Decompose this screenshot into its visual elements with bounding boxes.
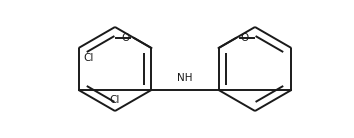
Text: Cl: Cl: [110, 95, 120, 105]
Text: NH: NH: [177, 73, 193, 83]
Text: Cl: Cl: [84, 53, 94, 63]
Text: O: O: [122, 33, 130, 43]
Text: O: O: [240, 33, 248, 43]
